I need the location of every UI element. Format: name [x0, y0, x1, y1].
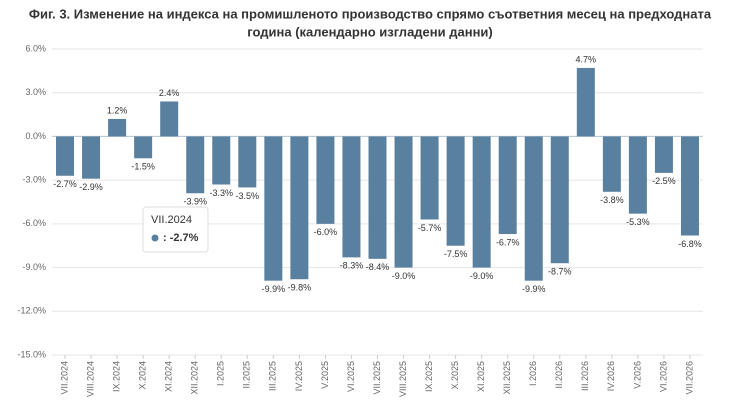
bar — [446, 136, 465, 246]
x-tick-label: V.2025 — [320, 361, 330, 389]
value-label: -1.5% — [131, 162, 155, 172]
value-label: -9.9% — [522, 284, 546, 294]
y-tick-label: 3.0% — [25, 87, 46, 97]
x-tick-label: VII.2024 — [59, 361, 69, 395]
value-label: -8.4% — [366, 262, 390, 272]
x-tick-label: X.2025 — [450, 361, 460, 390]
x-tick-label: IV.2026 — [606, 361, 616, 391]
y-tick-label: -6.0% — [22, 218, 46, 228]
bar — [628, 136, 647, 214]
x-tick-label: VI.2025 — [346, 361, 356, 392]
bar — [420, 136, 439, 220]
value-label: -6.8% — [678, 239, 702, 249]
value-label: 2.4% — [159, 88, 180, 98]
value-label: -6.0% — [314, 227, 338, 237]
bar — [264, 136, 283, 281]
y-tick-label: -9.0% — [22, 262, 46, 272]
bar — [576, 67, 595, 137]
value-label: -9.0% — [392, 271, 416, 281]
value-label: -2.7% — [53, 179, 77, 189]
x-tick-label: III.2025 — [268, 361, 278, 391]
chart-title: Фиг. 3. Изменение на индекса на промишле… — [29, 6, 712, 21]
value-label: -2.9% — [79, 182, 103, 192]
bar — [654, 136, 673, 173]
bar — [472, 136, 491, 268]
x-tick-label: IX.2025 — [424, 361, 434, 392]
tooltip: VII.2024 : -2.7% — [142, 206, 209, 253]
y-tick-label: -3.0% — [22, 175, 46, 185]
bar — [602, 136, 621, 192]
y-tick-label: -12.0% — [17, 306, 46, 316]
bar — [394, 136, 413, 268]
y-tick-label: 6.0% — [25, 43, 46, 53]
bar — [680, 136, 699, 236]
value-label: 1.2% — [107, 105, 128, 115]
y-tick-label: -15.0% — [17, 349, 46, 359]
value-label: -3.9% — [183, 197, 207, 207]
x-tick-label: II.2026 — [554, 361, 564, 389]
x-tick-label: II.2025 — [242, 361, 252, 389]
y-tick-label: 0.0% — [25, 131, 46, 141]
value-label: -9.8% — [288, 283, 312, 293]
x-tick-label: XI.2024 — [164, 361, 174, 392]
x-tick-label: XI.2025 — [476, 361, 486, 392]
x-tick-label: IX.2024 — [111, 361, 121, 392]
x-tick-label: VII.2025 — [372, 361, 382, 395]
bar — [368, 136, 387, 259]
value-label: -8.7% — [548, 267, 572, 277]
tooltip-box — [142, 206, 209, 253]
bar — [56, 136, 75, 176]
value-label: -2.5% — [652, 176, 676, 186]
x-tick-label: XII.2025 — [502, 361, 512, 395]
value-label: -7.5% — [444, 249, 468, 259]
bar — [550, 136, 569, 264]
value-label: -6.7% — [496, 237, 520, 247]
x-tick-label: VI.2026 — [658, 361, 668, 392]
value-label: -5.3% — [626, 217, 650, 227]
x-tick-label: IV.2025 — [294, 361, 304, 391]
x-tick-label: I.2025 — [216, 361, 226, 386]
value-label: -5.7% — [418, 223, 442, 233]
value-label: -8.3% — [340, 261, 364, 271]
chart-title: година (календарно изгладени данни) — [247, 24, 493, 39]
bar — [212, 136, 231, 185]
x-tick-label: III.2026 — [580, 361, 590, 391]
value-label: -3.5% — [236, 191, 260, 201]
bar — [498, 136, 517, 235]
value-label: -9.9% — [262, 284, 286, 294]
x-tick-label: VIII.2024 — [85, 361, 95, 397]
tooltip-value: : -2.7% — [163, 232, 199, 244]
bar — [134, 136, 153, 159]
value-label: -9.0% — [470, 271, 494, 281]
value-label: -3.3% — [210, 188, 234, 198]
value-label: -3.8% — [600, 195, 624, 205]
bar — [290, 136, 309, 280]
bar — [238, 136, 257, 188]
bar — [82, 136, 101, 179]
x-tick-label: VII.2026 — [684, 361, 694, 395]
tooltip-dot — [151, 234, 159, 242]
x-tick-label: I.2026 — [528, 361, 538, 386]
bar — [160, 101, 179, 137]
bar — [342, 136, 361, 258]
bar — [186, 136, 205, 194]
bar — [108, 118, 127, 137]
x-tick-label: XII.2024 — [190, 361, 200, 395]
x-tick-label: V.2026 — [632, 361, 642, 389]
tooltip-title: VII.2024 — [151, 214, 192, 226]
x-tick-label: X.2024 — [138, 361, 148, 390]
bar — [316, 136, 335, 224]
bar — [524, 136, 543, 281]
value-label: 4.7% — [576, 54, 597, 64]
x-tick-label: VIII.2025 — [398, 361, 408, 397]
